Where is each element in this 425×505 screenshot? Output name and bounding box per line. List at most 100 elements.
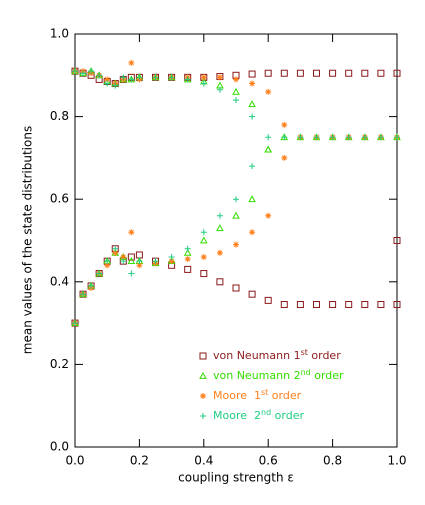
point: [361, 301, 369, 309]
point: [216, 278, 224, 286]
point: [112, 245, 119, 252]
point: [120, 258, 127, 265]
point: [345, 134, 352, 141]
point: [88, 282, 95, 289]
point: [264, 69, 272, 77]
point: [72, 320, 78, 327]
point: [80, 70, 87, 77]
point: [297, 134, 304, 141]
point: [96, 72, 103, 79]
point: [152, 74, 159, 81]
point: [216, 74, 223, 81]
point: [296, 69, 304, 77]
point: [72, 68, 78, 75]
point: [216, 224, 224, 232]
legend-label: Moore 2nd order: [213, 408, 304, 423]
point: [200, 229, 207, 236]
point: [184, 265, 192, 273]
plot-frame: [74, 33, 398, 448]
point: [393, 237, 401, 244]
point: [313, 69, 320, 77]
point: [248, 290, 256, 298]
y-tick-label: 0.2: [50, 357, 69, 371]
point: [393, 301, 401, 309]
point: [216, 249, 223, 256]
point: [96, 270, 103, 277]
legend-label: von Neumann 2nd order: [213, 368, 344, 383]
y-tick-label: 0.6: [50, 192, 69, 206]
x-tick-label: 1.0: [387, 454, 406, 468]
point: [232, 211, 240, 219]
point: [168, 74, 175, 81]
legend-symbol: [200, 393, 206, 399]
legend-symbol: [199, 371, 207, 379]
point: [200, 74, 207, 81]
point: [112, 249, 119, 256]
y-tick-label: 1.0: [50, 27, 69, 41]
point: [280, 69, 288, 77]
point: [183, 248, 192, 256]
point: [248, 70, 256, 78]
point: [281, 121, 288, 128]
point: [361, 69, 369, 77]
point: [88, 68, 95, 75]
point: [128, 76, 135, 83]
point: [200, 254, 207, 261]
point: [249, 80, 256, 87]
point: [313, 301, 320, 309]
legend-symbol: [200, 413, 206, 419]
point: [136, 262, 143, 269]
point: [104, 262, 111, 269]
y-axis-label: mean values of the state distributions: [21, 126, 35, 354]
point: [120, 74, 127, 81]
point: [313, 134, 320, 141]
point: [136, 258, 143, 265]
point: [377, 69, 385, 77]
point: [216, 86, 223, 93]
point: [394, 134, 400, 141]
point: [281, 154, 288, 161]
point: [128, 270, 135, 277]
point: [199, 236, 208, 244]
x-tick-label: 0.4: [194, 454, 213, 468]
point: [232, 284, 240, 292]
point: [233, 241, 239, 248]
legend-label: von Neumann 1st order: [213, 348, 341, 363]
point: [329, 134, 336, 141]
point: [248, 195, 256, 203]
point: [216, 212, 223, 219]
point: [264, 145, 273, 153]
y-tick-label: 0.0: [50, 440, 69, 454]
point: [128, 229, 135, 236]
point: [200, 270, 208, 278]
x-tick-label: 0.6: [259, 454, 278, 468]
x-tick-label: 0.0: [65, 454, 84, 468]
point: [345, 69, 353, 77]
point: [248, 100, 256, 108]
point: [104, 258, 111, 265]
point: [233, 196, 239, 203]
x-axis-label: coupling strength ε: [178, 471, 294, 485]
point: [281, 134, 288, 141]
point: [233, 97, 239, 104]
point: [184, 256, 191, 263]
point: [265, 212, 272, 219]
point: [264, 296, 272, 304]
x-tick-label: 0.2: [130, 454, 149, 468]
point: [377, 134, 384, 141]
point: [329, 301, 337, 309]
point: [80, 291, 87, 298]
point: [233, 76, 239, 83]
point: [329, 69, 337, 77]
y-tick-label: 0.4: [50, 274, 69, 288]
point: [249, 229, 256, 236]
point: [249, 163, 256, 170]
point: [232, 87, 240, 95]
point: [377, 301, 385, 309]
point: [104, 76, 111, 83]
point: [152, 258, 159, 265]
point: [345, 301, 353, 309]
point: [184, 76, 191, 83]
point: [168, 258, 175, 265]
point: [120, 254, 127, 261]
